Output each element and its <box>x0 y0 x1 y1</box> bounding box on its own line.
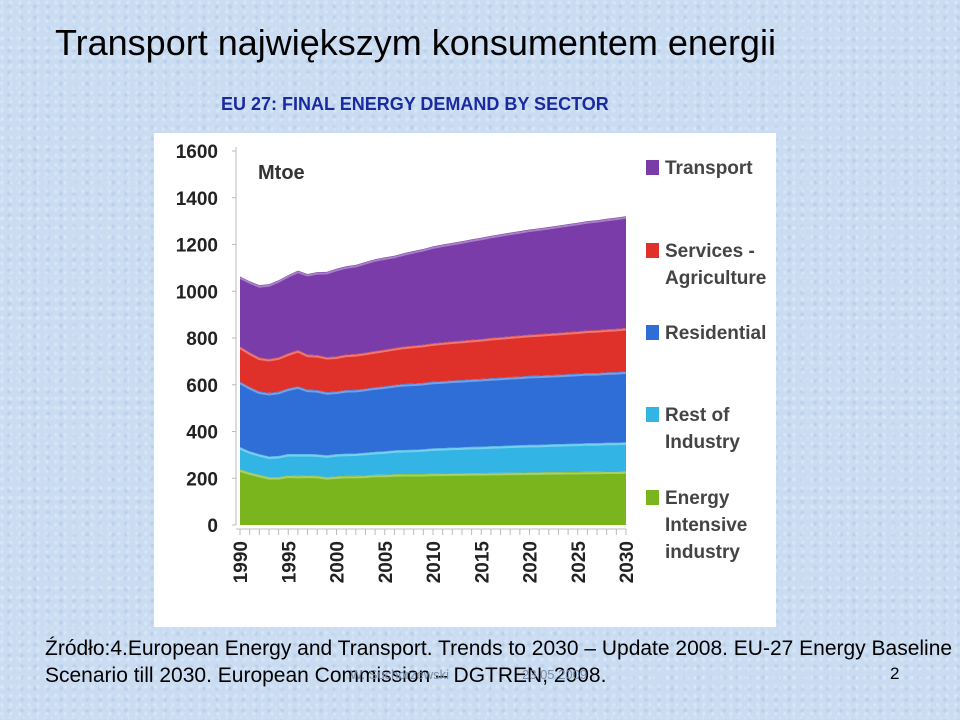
footer-author: W. Suchorzewski <box>350 667 449 682</box>
area-edge <box>239 469 627 480</box>
x-tick-label: 2000 <box>328 541 349 583</box>
x-tick-label: 2025 <box>569 541 590 584</box>
legend-label: Intensive <box>665 515 747 536</box>
footer-date: 23.05.2009 <box>522 667 588 682</box>
x-tick-label: 2005 <box>376 541 397 584</box>
slide-title: Transport największym konsumentem energi… <box>55 22 776 63</box>
legend-label: Transport <box>665 158 753 179</box>
x-tick-label: 2030 <box>617 541 638 583</box>
source-citation: Źródło:4.European Energy and Transport. … <box>45 637 953 687</box>
y-tick-label: 600 <box>186 376 218 397</box>
legend-label: Residential <box>665 323 766 344</box>
legend-label: Industry <box>665 432 740 453</box>
legend-layer: Transport Services - Agriculture Residentia… <box>646 158 766 563</box>
y-tick-label: 1000 <box>176 282 218 303</box>
y-tick-label: 1400 <box>176 189 218 210</box>
x-tick-label: 1990 <box>231 541 252 583</box>
areas-layer <box>239 216 627 525</box>
legend-entry: Residential <box>646 323 766 344</box>
slide-number: 2 <box>890 664 900 683</box>
legend-label: Services - <box>665 241 755 262</box>
area-edge <box>239 371 627 396</box>
x-tick-label: 2015 <box>472 541 493 584</box>
legend-label: industry <box>665 542 740 563</box>
x-tick-label: 1995 <box>279 541 300 584</box>
y-tick-label: 200 <box>186 469 218 490</box>
y-tick-label: 0 <box>207 516 218 537</box>
area-edge <box>239 328 627 362</box>
x-tick-label: 2020 <box>521 541 542 583</box>
area-services-agriculture <box>240 327 626 393</box>
legend-swatch <box>646 490 659 505</box>
area-edge <box>239 442 627 460</box>
area-energy-intensive-industry <box>240 469 626 525</box>
y-tick-label: 1600 <box>176 142 218 163</box>
legend-swatch <box>646 325 659 340</box>
legend-entry: Energy Intensive industry <box>646 488 747 563</box>
area-residential <box>240 371 626 457</box>
axis-layer: 0 200 400 600 800 1000 1200 1400 1600 1990 1995 200… <box>176 142 638 583</box>
chart-subtitle: EU 27: FINAL ENERGY DEMAND BY SECTOR <box>221 94 609 114</box>
legend-label: Energy <box>665 488 730 509</box>
legend-swatch <box>646 160 659 175</box>
y-tick-label: 800 <box>186 329 218 350</box>
stacked-area-chart: 0 200 400 600 800 1000 1200 1400 1600 1990 1995 200… <box>176 142 767 583</box>
legend-label: Agriculture <box>665 268 766 289</box>
area-transport <box>240 216 626 360</box>
area-rest-of-industry <box>240 442 626 478</box>
legend-swatch <box>646 243 659 258</box>
legend-swatch <box>646 407 659 422</box>
legend-label: Rest of <box>665 405 730 426</box>
legend-entry: Transport <box>646 158 753 179</box>
y-tick-label: 1200 <box>176 236 218 257</box>
area-edge <box>239 216 627 288</box>
x-tick-label: 2010 <box>424 541 445 583</box>
chart-panel: 0 200 400 600 800 1000 1200 1400 1600 1990 1995 200… <box>154 133 776 627</box>
unit-label: Mtoe <box>258 162 305 184</box>
legend-entry: Services - Agriculture <box>646 241 766 289</box>
legend-entry: Rest of Industry <box>646 405 740 453</box>
y-tick-label: 400 <box>186 423 218 444</box>
